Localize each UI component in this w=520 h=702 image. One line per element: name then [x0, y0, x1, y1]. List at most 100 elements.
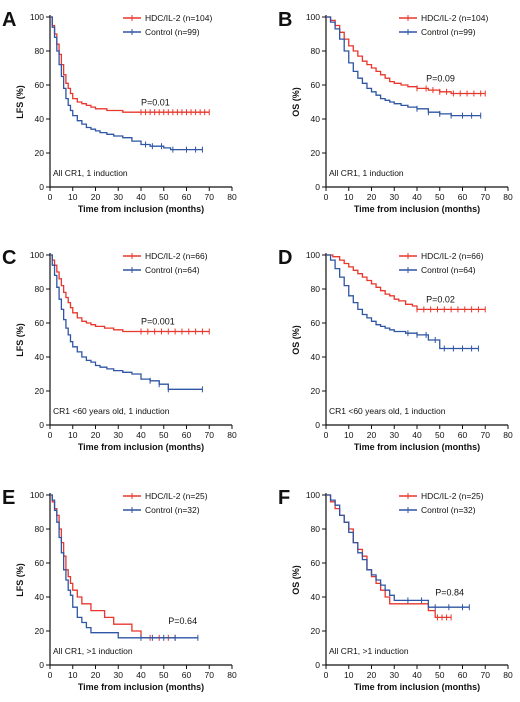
subset-note: CR1 <60 years old, 1 induction [329, 406, 446, 416]
x-tick-label: 60 [182, 670, 192, 680]
x-tick-label: 0 [48, 670, 53, 680]
y-tick-label: 100 [306, 12, 320, 22]
x-tick-label: 40 [136, 670, 146, 680]
x-tick-label: 80 [503, 670, 513, 680]
x-tick-label: 60 [182, 192, 192, 202]
y-tick-label: 100 [306, 250, 320, 260]
x-tick-label: 50 [435, 430, 445, 440]
x-tick-label: 50 [159, 670, 169, 680]
panel-letter-c: C [2, 247, 16, 269]
series-line-control [50, 494, 198, 639]
x-tick-label: 50 [435, 192, 445, 202]
x-tick-label: 10 [68, 430, 78, 440]
y-tick-label: 80 [35, 46, 45, 56]
x-tick-label: 10 [344, 670, 354, 680]
y-tick-label: 80 [35, 284, 45, 294]
series-line-control [326, 494, 470, 608]
y-tick-label: 20 [311, 626, 321, 636]
panel-f: F 0 20 40 60 80 100 0 10 20 30 40 50 60 70 80 OS (%) Time… [278, 487, 513, 692]
p-value-label: P=0.02 [426, 295, 455, 305]
x-tick-label: 10 [68, 670, 78, 680]
y-tick-label: 60 [35, 80, 45, 90]
panel-letter-f: F [278, 487, 290, 509]
x-tick-label: 80 [503, 192, 513, 202]
y-tick-label: 20 [35, 148, 45, 158]
y-tick-label: 100 [30, 250, 44, 260]
y-tick-label: 60 [311, 80, 321, 90]
x-tick-label: 0 [48, 430, 53, 440]
x-tick-label: 0 [324, 670, 329, 680]
panel-letter-d: D [278, 247, 292, 269]
p-value-label: P=0.001 [141, 317, 175, 327]
x-tick-label: 40 [412, 430, 422, 440]
y-axis-label: LFS (%) [15, 85, 25, 119]
legend-label-hdc: HDC/IL-2 (n=104) [421, 13, 488, 23]
panel-b: B 0 20 40 60 80 100 0 10 20 30 40 50 60 70 80 OS (%) Time… [278, 9, 513, 214]
y-tick-label: 0 [315, 420, 320, 430]
x-tick-label: 10 [344, 192, 354, 202]
p-value-label: P=0.84 [435, 587, 464, 597]
y-tick-label: 0 [39, 182, 44, 192]
legend-label-control: Control (n=99) [421, 27, 476, 37]
series-line-hdc [50, 16, 210, 113]
panel-letter-e: E [2, 487, 15, 509]
x-tick-label: 40 [136, 192, 146, 202]
x-axis-label: Time from inclusion (months) [78, 204, 204, 214]
x-tick-label: 20 [367, 192, 377, 202]
y-tick-label: 60 [35, 318, 45, 328]
y-tick-label: 100 [30, 490, 44, 500]
y-tick-label: 40 [311, 592, 321, 602]
y-tick-label: 40 [35, 114, 45, 124]
y-tick-label: 80 [35, 524, 45, 534]
x-tick-label: 50 [159, 192, 169, 202]
x-tick-label: 20 [367, 430, 377, 440]
subset-note: All CR1, 1 induction [53, 168, 128, 178]
p-value-label: P=0.64 [168, 616, 197, 626]
x-tick-label: 70 [205, 192, 215, 202]
y-tick-label: 0 [315, 660, 320, 670]
x-tick-label: 0 [324, 430, 329, 440]
x-tick-label: 80 [503, 430, 513, 440]
y-tick-label: 20 [311, 386, 321, 396]
x-tick-label: 60 [458, 670, 468, 680]
legend-label-hdc: HDC/IL-2 (n=104) [145, 13, 212, 23]
y-tick-label: 60 [35, 558, 45, 568]
y-tick-label: 20 [35, 626, 45, 636]
x-tick-label: 30 [390, 430, 400, 440]
panel-d: D 0 20 40 60 80 100 0 10 20 30 40 50 60 70 80 OS (%) Time… [278, 247, 513, 452]
y-tick-label: 60 [311, 558, 321, 568]
y-axis-label: OS (%) [291, 87, 301, 117]
x-tick-label: 70 [205, 430, 215, 440]
panel-letter-b: B [278, 9, 292, 31]
x-tick-label: 30 [390, 670, 400, 680]
x-axis-label: Time from inclusion (months) [354, 442, 480, 452]
y-tick-label: 80 [311, 284, 321, 294]
series-line-hdc [326, 254, 486, 311]
x-tick-label: 50 [435, 670, 445, 680]
series-line-hdc [50, 254, 210, 333]
x-tick-label: 30 [114, 430, 124, 440]
legend-label-hdc: HDC/IL-2 (n=25) [421, 491, 484, 501]
subset-note: All CR1, >1 induction [329, 646, 409, 656]
y-tick-label: 100 [30, 12, 44, 22]
panel-a: A 0 20 40 60 80 100 0 10 20 30 40 50 60 70 80 LFS (%) Tim… [2, 9, 237, 214]
y-tick-label: 40 [35, 352, 45, 362]
y-axis-label: LFS (%) [15, 323, 25, 357]
x-tick-label: 10 [68, 192, 78, 202]
legend-label-hdc: HDC/IL-2 (n=66) [421, 251, 484, 261]
x-tick-label: 60 [182, 430, 192, 440]
x-axis-label: Time from inclusion (months) [78, 682, 204, 692]
legend-label-control: Control (n=99) [145, 27, 200, 37]
y-axis-label: OS (%) [291, 325, 301, 355]
legend-label-control: Control (n=64) [145, 265, 200, 275]
y-tick-label: 60 [311, 318, 321, 328]
x-tick-label: 70 [481, 670, 491, 680]
x-tick-label: 20 [91, 670, 101, 680]
y-tick-label: 0 [39, 660, 44, 670]
x-tick-label: 20 [367, 670, 377, 680]
x-tick-label: 80 [227, 670, 237, 680]
x-tick-label: 70 [205, 670, 215, 680]
x-tick-label: 40 [136, 430, 146, 440]
x-tick-label: 30 [114, 670, 124, 680]
x-tick-label: 60 [458, 192, 468, 202]
